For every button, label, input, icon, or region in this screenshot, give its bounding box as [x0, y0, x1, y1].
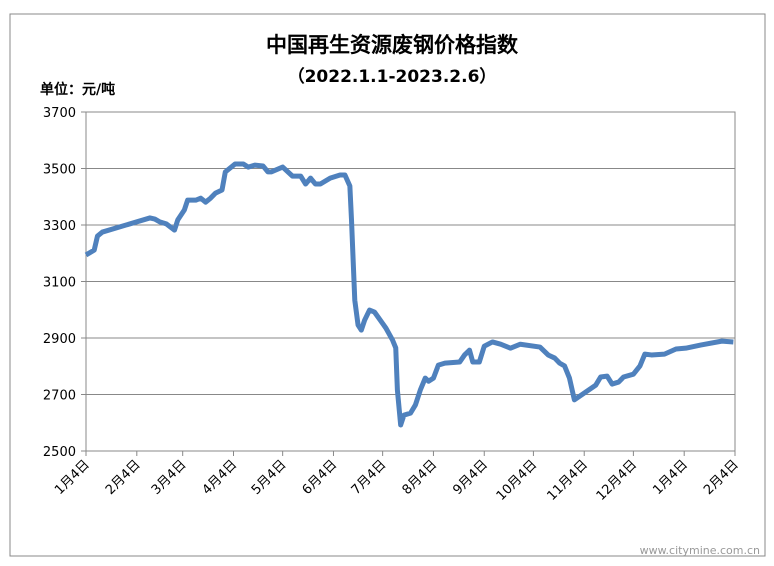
y-unit-label: 单位：元/吨 — [40, 81, 115, 98]
y-tick-label: 3100 — [43, 276, 76, 291]
chart-title: 中国再生资源废钢价格指数 — [266, 33, 519, 57]
chart-frame — [9, 13, 766, 557]
data-line — [84, 161, 734, 428]
y-tick-label: 2700 — [43, 389, 76, 404]
y-tick-label: 3700 — [43, 106, 76, 121]
watermark: www.citymine.com.cn — [640, 544, 760, 557]
y-tick-label: 2900 — [43, 332, 76, 347]
y-tick-label: 3300 — [43, 219, 76, 234]
y-tick-label: 3500 — [43, 163, 76, 178]
y-tick-label: 2500 — [43, 445, 76, 460]
chart-subtitle: （2022.1.1-2023.2.6） — [288, 66, 497, 87]
